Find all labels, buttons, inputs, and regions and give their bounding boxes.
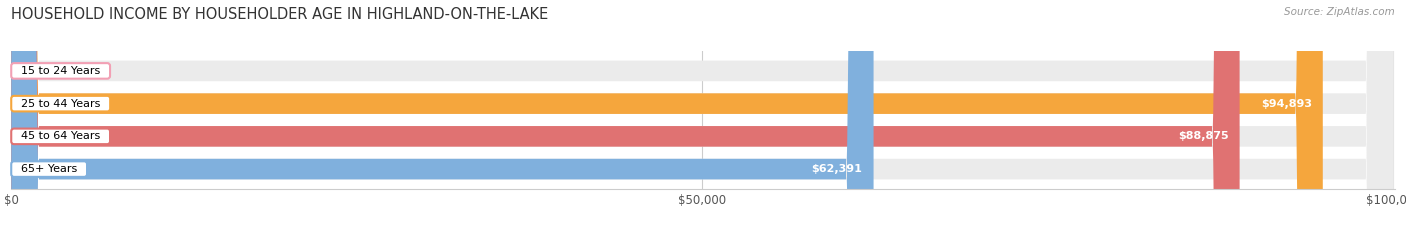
Text: 25 to 44 Years: 25 to 44 Years (14, 99, 107, 109)
Text: Source: ZipAtlas.com: Source: ZipAtlas.com (1284, 7, 1395, 17)
Text: $88,875: $88,875 (1178, 131, 1229, 141)
Text: 45 to 64 Years: 45 to 64 Years (14, 131, 107, 141)
FancyBboxPatch shape (11, 0, 1393, 233)
FancyBboxPatch shape (11, 0, 1393, 233)
FancyBboxPatch shape (11, 0, 1240, 233)
Text: $0: $0 (37, 66, 51, 76)
FancyBboxPatch shape (11, 0, 873, 233)
FancyBboxPatch shape (11, 0, 1393, 233)
FancyBboxPatch shape (11, 0, 1393, 233)
Text: $62,391: $62,391 (811, 164, 862, 174)
Text: 15 to 24 Years: 15 to 24 Years (14, 66, 107, 76)
Text: HOUSEHOLD INCOME BY HOUSEHOLDER AGE IN HIGHLAND-ON-THE-LAKE: HOUSEHOLD INCOME BY HOUSEHOLDER AGE IN H… (11, 7, 548, 22)
Text: 65+ Years: 65+ Years (14, 164, 84, 174)
FancyBboxPatch shape (11, 0, 1323, 233)
Text: $94,893: $94,893 (1261, 99, 1312, 109)
